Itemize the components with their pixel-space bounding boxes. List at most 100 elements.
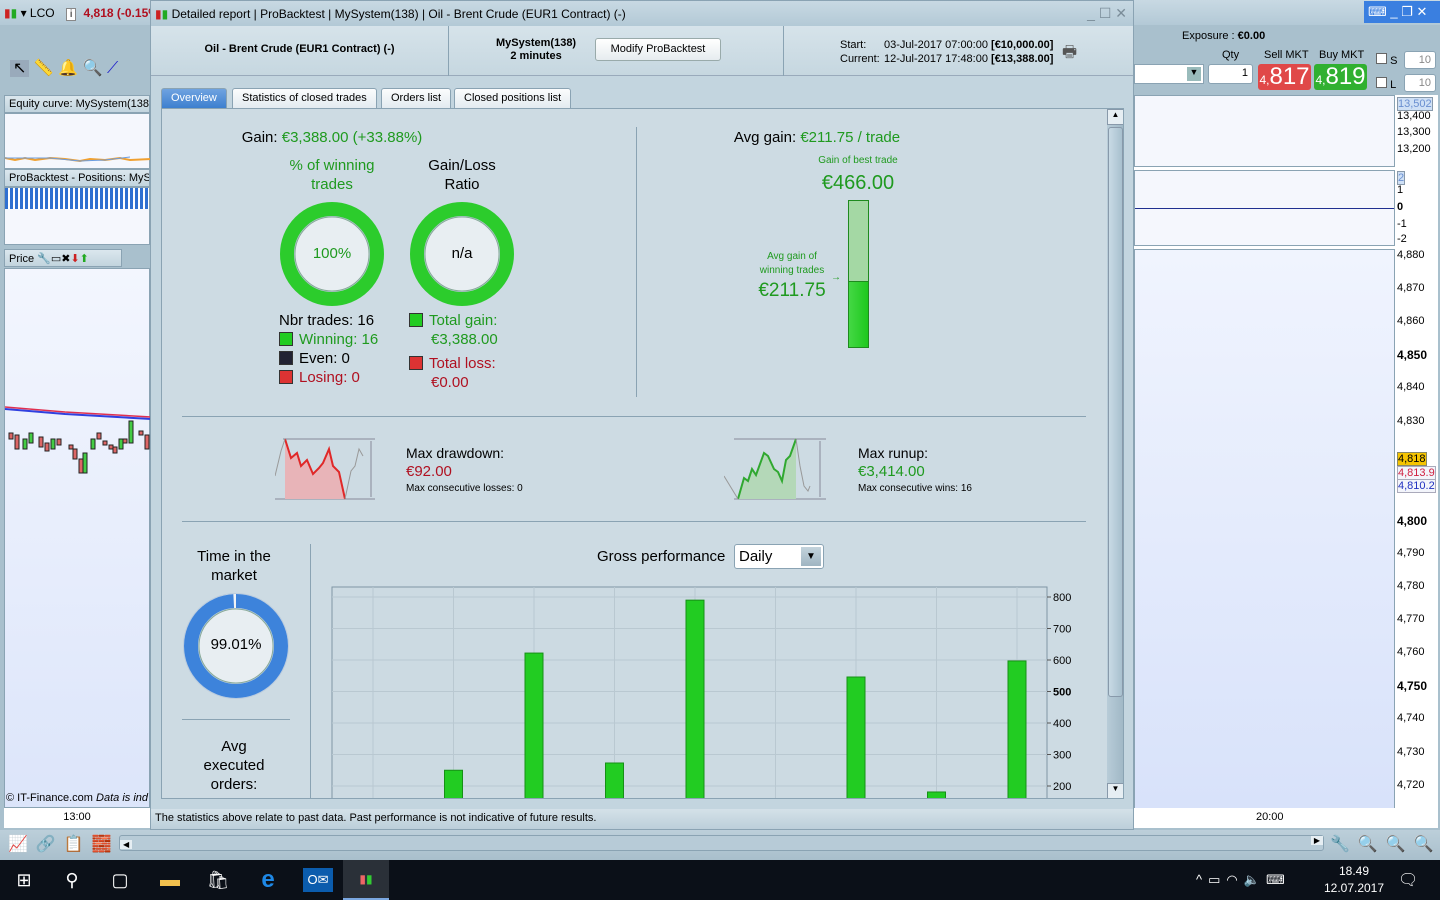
- alert-icon[interactable]: 🔔: [58, 60, 79, 77]
- settings-icon[interactable]: 🔧: [1330, 836, 1358, 853]
- price-tick-label: 4,780: [1397, 580, 1425, 592]
- scroll-up-button[interactable]: ▲: [1107, 109, 1123, 125]
- positions-tick-label: 2: [1397, 171, 1406, 185]
- zoom-fit-icon[interactable]: 🔍: [1357, 836, 1386, 853]
- buy-market-button[interactable]: 4,819: [1314, 63, 1367, 90]
- y-tick-label: 400: [1053, 718, 1071, 730]
- drawing-toolbar: ↖ 📏 🔔 🔍 ⟋: [10, 58, 140, 84]
- sell-label: Sell MKT: [1264, 49, 1309, 61]
- trade-counts: Nbr trades: 16 Winning: 16 Even: 0 Losin…: [279, 312, 379, 386]
- task-view-icon[interactable]: ▢: [111, 869, 129, 890]
- search-icon[interactable]: ⚲: [65, 869, 79, 890]
- close-button[interactable]: ✕: [1416, 4, 1428, 19]
- symbol-dropdown[interactable]: ▾ LCO: [20, 6, 55, 20]
- down-arrow-icon[interactable]: ⬇: [70, 253, 80, 265]
- exposure: Exposure : €0.00: [1182, 30, 1266, 42]
- file-explorer-icon[interactable]: ▬: [160, 868, 180, 891]
- line-tool-icon[interactable]: ⟋: [106, 60, 119, 77]
- qty-input[interactable]: 1: [1208, 64, 1253, 84]
- positions-tick-label: 1: [1397, 184, 1404, 196]
- ruler-icon[interactable]: 📏: [33, 60, 54, 77]
- pointer-icon[interactable]: ↖: [10, 60, 30, 77]
- info-icon[interactable]: i: [65, 8, 77, 21]
- even-swatch: [279, 351, 293, 365]
- scroll-down-button[interactable]: ▼: [1107, 783, 1123, 798]
- price-tick-label: 4,850: [1397, 348, 1428, 363]
- clock[interactable]: 18.49 12.07.2017: [1323, 864, 1385, 895]
- dialog-window-controls: _ ☐ ✕: [1087, 5, 1127, 22]
- volume-icon[interactable]: 🔈: [1243, 872, 1266, 887]
- backtest-period: Start: 03-Jul-2017 07:00:00 [€10,000.00] …: [840, 39, 1054, 65]
- avg-executed-orders-title: Avg executed orders:: [203, 738, 265, 793]
- price-tick-label: 4,840: [1397, 381, 1425, 394]
- edge-icon[interactable]: e: [261, 866, 275, 893]
- link-icon[interactable]: 🔗: [35, 836, 64, 853]
- gain-loss-ratio-title: Gain/Loss Ratio: [428, 157, 496, 193]
- up-arrow-icon[interactable]: ⬆: [79, 253, 89, 265]
- report-icon[interactable]: 📋: [63, 836, 92, 853]
- chart-icon[interactable]: 📈: [8, 836, 36, 853]
- keyboard-icon[interactable]: ⌨: [1265, 872, 1291, 887]
- disclaimer-footer: The statistics above relate to past data…: [151, 809, 1133, 829]
- bar: [1007, 660, 1027, 798]
- zoom-icon[interactable]: 🔍: [82, 60, 103, 77]
- max-consecutive-wins: Max consecutive wins: 16: [858, 483, 972, 494]
- chevron-up-icon[interactable]: ^: [1196, 872, 1209, 887]
- y-tick-label: 300: [1053, 750, 1071, 762]
- limit-input[interactable]: 10: [1404, 74, 1436, 92]
- price-title: Price 🔧▭✖⬇⬆: [4, 249, 122, 267]
- scroll-left-button[interactable]: ◀: [120, 840, 133, 849]
- minimize-button[interactable]: _: [1087, 5, 1095, 21]
- order-type-select[interactable]: ▼: [1134, 64, 1204, 84]
- equity-tick-label: 13,502: [1397, 97, 1433, 111]
- store-icon[interactable]: 🛍: [206, 869, 230, 890]
- keyboard-icon[interactable]: ⌨: [1368, 4, 1387, 19]
- horizontal-scrollbar[interactable]: ◀ ▶: [119, 835, 1324, 851]
- positions-bars: [5, 188, 149, 209]
- equity-curve-pane: [4, 113, 152, 169]
- candle-icon: ▮: [4, 6, 11, 20]
- bottom-toolbar: 📈🔗📋🧱 ◀ ▶ 🔧🔍🔍🔍: [0, 830, 1440, 860]
- maximize-button[interactable]: ☐: [1098, 5, 1112, 21]
- limit-checkbox[interactable]: L: [1376, 77, 1396, 91]
- close-icon[interactable]: ✖: [61, 253, 71, 265]
- notification-icon[interactable]: 🗨: [1398, 872, 1419, 889]
- close-button[interactable]: ✕: [1115, 5, 1127, 21]
- price-tick-label: 4,880: [1397, 249, 1425, 261]
- price-tick-label: 4,740: [1397, 712, 1425, 725]
- copyright: © IT-Finance.com Data is ind: [6, 792, 149, 804]
- tab-statistics-closed-trades[interactable]: Statistics of closed trades: [232, 88, 377, 108]
- right-chart-panel: ⌨ _ ❐ ✕ Exposure : €0.00 ▼ Qty 1 Sell MK…: [1134, 0, 1440, 830]
- modify-probacktest-button[interactable]: Modify ProBacktest: [595, 38, 721, 61]
- best-trade-bar: [848, 200, 869, 348]
- runup-sparkline: [724, 438, 826, 500]
- print-icon[interactable]: 🖶: [1062, 44, 1078, 61]
- avg-gain: Avg gain: €211.75 / trade: [733, 129, 901, 146]
- period-select[interactable]: Daily ▼: [734, 544, 824, 569]
- sell-market-button[interactable]: 4,817: [1258, 63, 1311, 90]
- dialog-header: Oil - Brent Crude (EUR1 Contract) (-) My…: [151, 26, 1133, 76]
- equity-curve-title: Equity curve: MySystem(138): [4, 95, 150, 113]
- tab-orders-list[interactable]: Orders list: [381, 88, 452, 108]
- vertical-scrollbar[interactable]: ▲ ▼: [1107, 109, 1123, 798]
- outlook-icon[interactable]: O✉: [303, 868, 333, 892]
- prorealtime-taskbar-icon[interactable]: ▮ ▮: [343, 860, 389, 900]
- battery-icon[interactable]: ▭: [1208, 872, 1227, 887]
- drawdown-label: Max drawdown:: [406, 445, 505, 461]
- tab-overview[interactable]: Overview: [161, 88, 227, 108]
- wrench-icon[interactable]: 🔧: [37, 253, 51, 265]
- restore-button[interactable]: ❐: [1401, 4, 1413, 19]
- y-tick-label: 200: [1053, 781, 1071, 793]
- minimize-button[interactable]: _: [1390, 4, 1398, 19]
- scroll-right-button[interactable]: ▶: [1310, 836, 1323, 845]
- wifi-icon[interactable]: ◠: [1226, 872, 1244, 887]
- scrollbar-thumb[interactable]: [1108, 127, 1123, 697]
- window-icon[interactable]: ▭: [50, 253, 62, 265]
- stop-input[interactable]: 10: [1404, 51, 1436, 69]
- bricks-icon[interactable]: 🧱: [91, 836, 120, 853]
- stop-checkbox[interactable]: S: [1376, 53, 1397, 67]
- zoom-in-icon[interactable]: 🔍: [1413, 836, 1440, 853]
- start-button[interactable]: ⊞: [16, 869, 32, 890]
- tab-closed-positions-list[interactable]: Closed positions list: [454, 88, 572, 108]
- zoom-out-icon[interactable]: 🔍: [1385, 836, 1414, 853]
